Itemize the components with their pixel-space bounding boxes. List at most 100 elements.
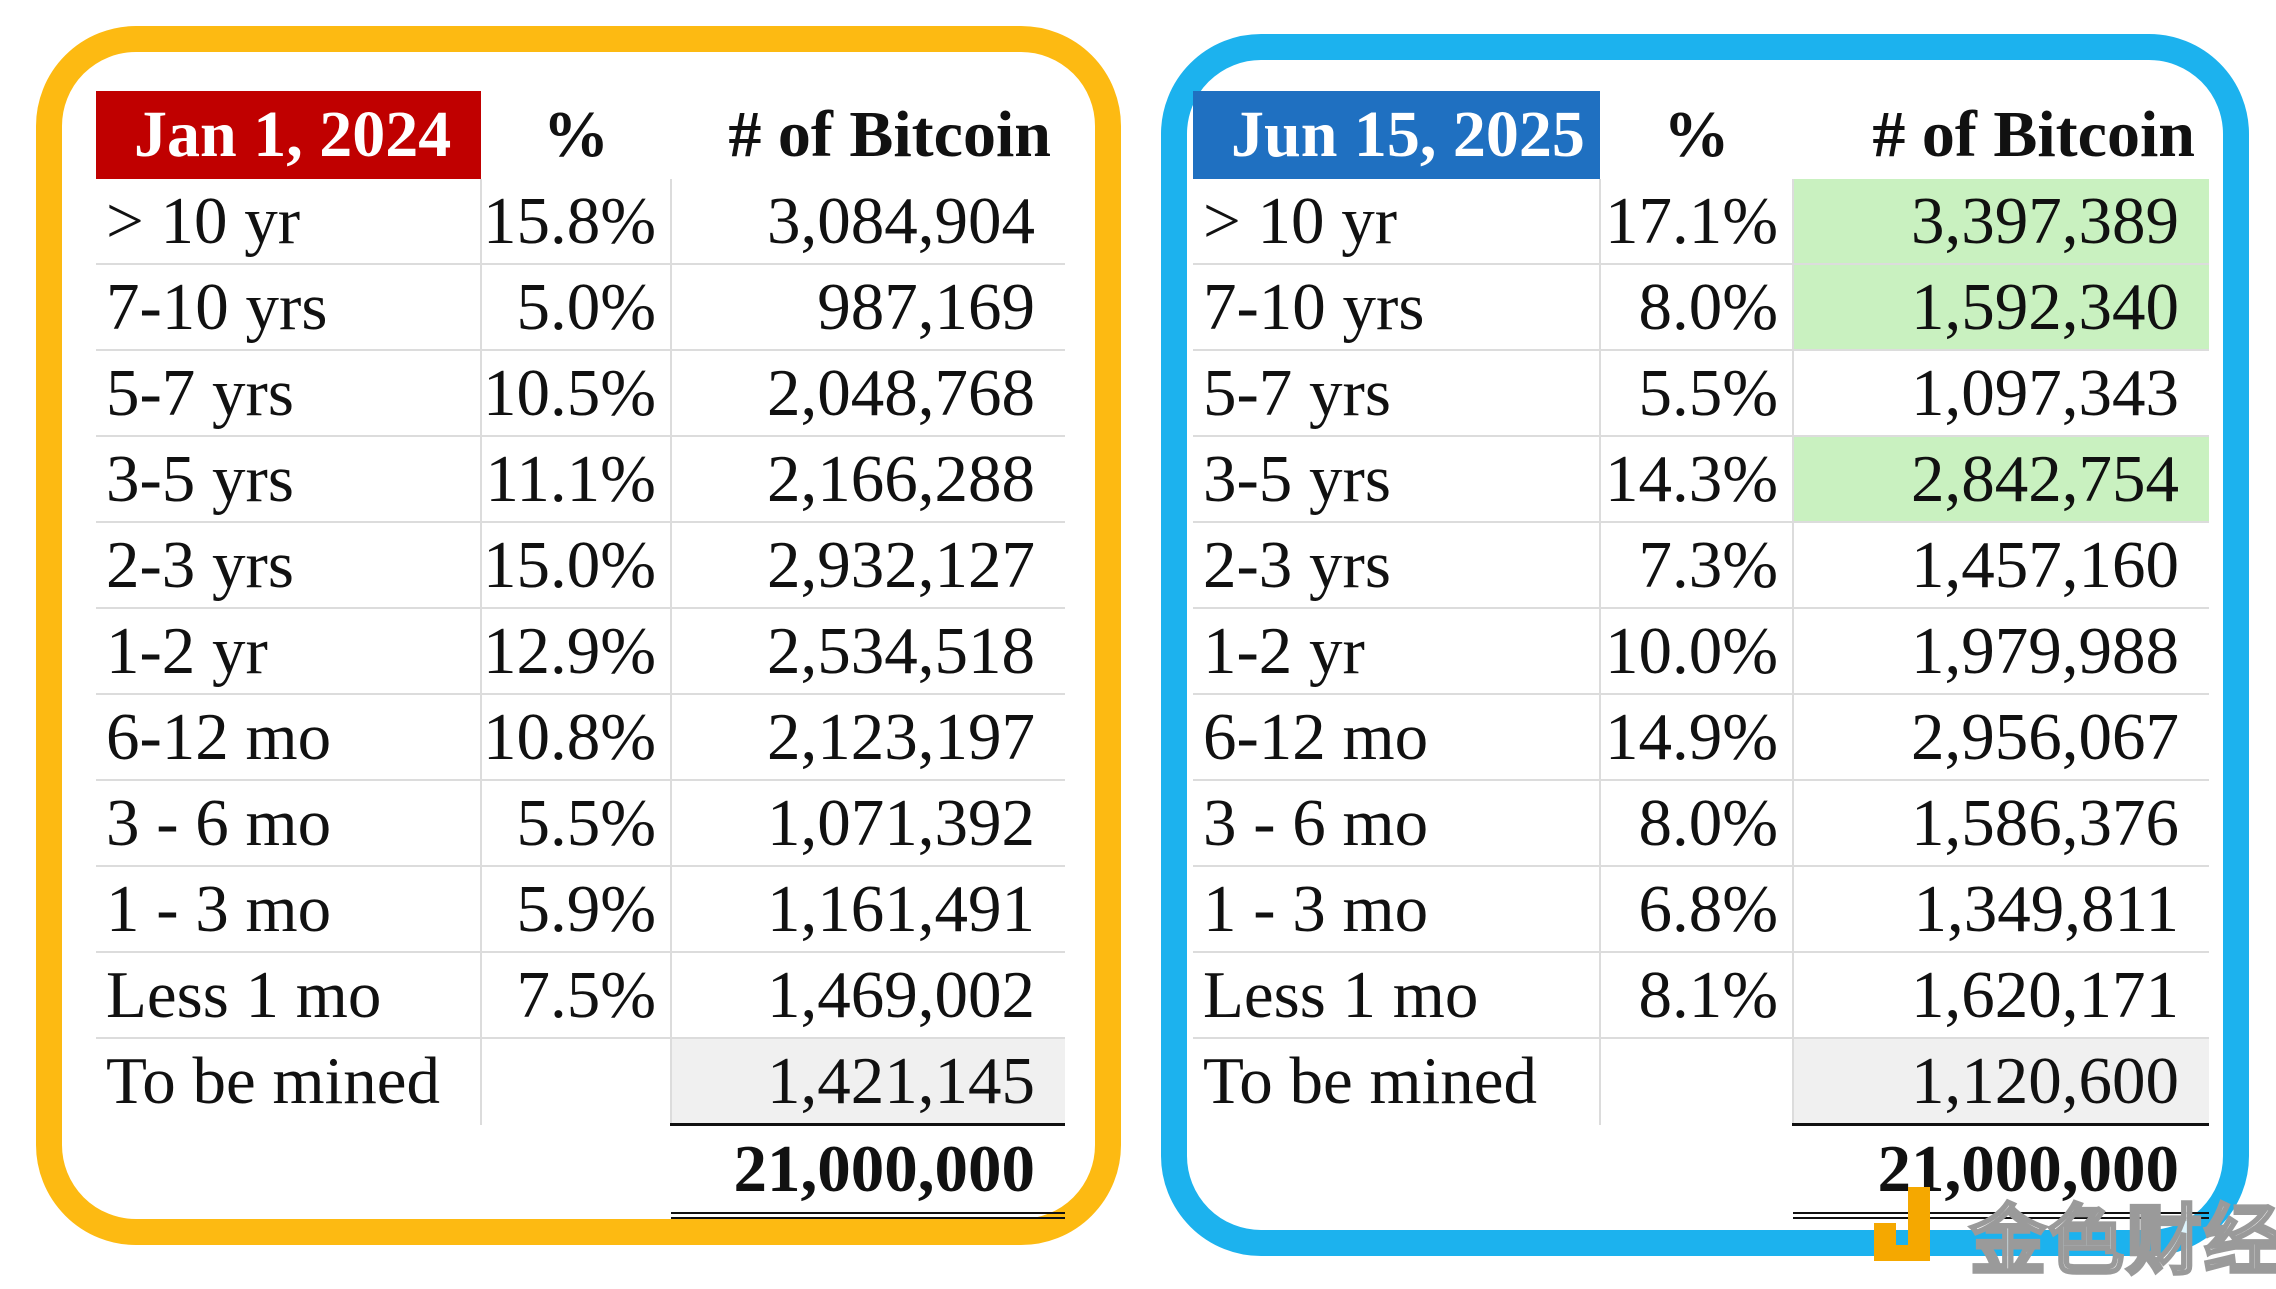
age-band-cell: 1 - 3 mo <box>96 865 482 952</box>
bitcoin-count-cell: 1,071,392 <box>671 779 1065 866</box>
age-band-cell: 3 - 6 mo <box>1193 779 1601 866</box>
percent-cell: 6.8% <box>1600 865 1794 952</box>
table-row: 3-5 yrs 14.3% 2,842,754 <box>1193 435 2209 522</box>
percent-cell: 10.0% <box>1600 607 1794 694</box>
percent-cell: 10.8% <box>481 693 672 780</box>
bitcoin-count-cell: 3,084,904 <box>767 183 1035 258</box>
date-header: Jan 1, 2024 <box>96 91 481 179</box>
bitcoin-count-cell: 1,097,343 <box>1793 349 2209 436</box>
bitcoin-count-cell: 1,349,811 <box>1793 865 2209 952</box>
percent-header: % <box>1663 98 1730 171</box>
total-bitcoin-value: 21,000,000 <box>671 1123 1065 1219</box>
total-row: 21,000,000 <box>96 1123 1065 1219</box>
percent-cell: 11.1% <box>481 435 672 522</box>
percent-cell: 12.9% <box>481 607 672 694</box>
bitcoin-header: # of Bitcoin <box>728 98 1051 171</box>
table-row: Less 1 mo 8.1% 1,620,171 <box>1193 951 2209 1038</box>
table-row: > 10 yr 15.8% 3,084,904 <box>96 179 1065 264</box>
date-header: Jun 15, 2025 <box>1193 91 1600 179</box>
bitcoin-count-cell: 2,956,067 <box>1793 693 2209 780</box>
table-row: 2-3 yrs 15.0% 2,932,127 <box>96 521 1065 608</box>
table-row: 3-5 yrs 11.1% 2,166,288 <box>96 435 1065 522</box>
percent-cell: 15.8% <box>481 179 672 264</box>
percent-cell: 8.0% <box>1600 779 1794 866</box>
bitcoin-count-cell: 1,586,376 <box>1793 779 2209 866</box>
table-row: > 10 yr 17.1% 3,397,389 <box>1193 179 2209 264</box>
to-be-mined-value: 1,421,145 <box>671 1037 1065 1125</box>
bitcoin-header: # of Bitcoin <box>1872 98 2195 171</box>
table-row: 3 - 6 mo 8.0% 1,586,376 <box>1193 779 2209 866</box>
table-row: 1-2 yr 12.9% 2,534,518 <box>96 607 1065 694</box>
percent-cell: 8.0% <box>1600 263 1794 350</box>
age-band-cell: 3-5 yrs <box>96 435 482 522</box>
header-row: Jan 1, 2024 % # of Bitcoin <box>96 91 1065 179</box>
to-be-mined-row: To be mined 1,421,145 <box>96 1037 1065 1125</box>
age-band-cell: 6-12 mo <box>96 693 482 780</box>
age-band-cell: > 10 yr <box>96 179 482 264</box>
percent-cell: 7.5% <box>481 951 672 1038</box>
age-band-cell: 5-7 yrs <box>1193 349 1601 436</box>
jinse-logo-icon <box>1874 1187 1930 1261</box>
watermark-text: 金色财经 <box>1969 1195 2276 1287</box>
bitcoin-count-cell: 2,842,754 <box>1793 435 2209 522</box>
bitcoin-count-cell: 1,979,988 <box>1793 607 2209 694</box>
percent-header: % <box>543 98 609 171</box>
percent-cell: 10.5% <box>481 349 672 436</box>
table-jan-2024: Jan 1, 2024 % # of Bitcoin > 10 yr 15.8% 3… <box>96 91 1065 1219</box>
empty-cell <box>96 1125 481 1216</box>
to-be-mined-row: To be mined 1,120,600 <box>1193 1037 2209 1125</box>
table-row: 6-12 mo 10.8% 2,123,197 <box>96 693 1065 780</box>
age-band-cell: 1-2 yr <box>1193 607 1601 694</box>
percent-cell: 8.1% <box>1600 951 1794 1038</box>
empty-cell <box>1600 1125 1793 1216</box>
table-jun-2025: Jun 15, 2025 % # of Bitcoin > 10 yr 17.1%… <box>1193 91 2209 1219</box>
watermark: 金色财经 <box>1870 1175 2276 1287</box>
table-row: 3 - 6 mo 5.5% 1,071,392 <box>96 779 1065 866</box>
age-band-cell: 2-3 yrs <box>96 521 482 608</box>
bitcoin-count-cell: 987,169 <box>671 263 1065 350</box>
to-be-mined-label: To be mined <box>1193 1037 1601 1125</box>
to-be-mined-value: 1,120,600 <box>1793 1037 2209 1125</box>
table-row: 5-7 yrs 5.5% 1,097,343 <box>1193 349 2209 436</box>
panel-jun-2025 <box>1161 34 2249 1256</box>
percent-cell: 14.3% <box>1600 435 1794 522</box>
table-row: 2-3 yrs 7.3% 1,457,160 <box>1193 521 2209 608</box>
table-row: 5-7 yrs 10.5% 2,048,768 <box>96 349 1065 436</box>
age-band-cell: 1-2 yr <box>96 607 482 694</box>
percent-cell: 7.3% <box>1600 521 1794 608</box>
age-band-cell: 6-12 mo <box>1193 693 1601 780</box>
percent-cell: 15.0% <box>481 521 672 608</box>
empty-cell <box>1193 1125 1600 1216</box>
total-bitcoin-value: 21,000,000 <box>1793 1123 2209 1219</box>
bitcoin-count-cell: 3,397,389 <box>1793 179 2209 264</box>
empty-cell <box>481 1125 671 1216</box>
bitcoin-count-cell: 1,457,160 <box>1793 521 2209 608</box>
bitcoin-count-cell: 1,592,340 <box>1793 263 2209 350</box>
age-band-cell: Less 1 mo <box>96 951 482 1038</box>
age-band-cell: 7-10 yrs <box>96 263 482 350</box>
percent-cell: 5.0% <box>481 263 672 350</box>
percent-cell: 14.9% <box>1600 693 1794 780</box>
percent-cell: 5.5% <box>1600 349 1794 436</box>
bitcoin-count-cell: 2,123,197 <box>671 693 1065 780</box>
age-band-cell: 7-10 yrs <box>1193 263 1601 350</box>
age-band-cell: Less 1 mo <box>1193 951 1601 1038</box>
table-row: 1-2 yr 10.0% 1,979,988 <box>1193 607 2209 694</box>
age-band-cell: 3-5 yrs <box>1193 435 1601 522</box>
table-row: 6-12 mo 14.9% 2,956,067 <box>1193 693 2209 780</box>
table-row: 1 - 3 mo 5.9% 1,161,491 <box>96 865 1065 952</box>
age-band-cell: 1 - 3 mo <box>1193 865 1601 952</box>
table-row: 7-10 yrs 8.0% 1,592,340 <box>1193 263 2209 350</box>
empty-cell <box>1600 1037 1794 1125</box>
bitcoin-count-cell: 2,534,518 <box>671 607 1065 694</box>
percent-cell: 5.9% <box>481 865 672 952</box>
to-be-mined-label: To be mined <box>96 1037 482 1125</box>
age-band-cell: 3 - 6 mo <box>96 779 482 866</box>
percent-cell: 17.1% <box>1600 179 1794 264</box>
table-row: 1 - 3 mo 6.8% 1,349,811 <box>1193 865 2209 952</box>
bitcoin-count-cell: 1,469,002 <box>671 951 1065 1038</box>
table-row: 7-10 yrs 5.0% 987,169 <box>96 263 1065 350</box>
empty-cell <box>481 1037 672 1125</box>
bitcoin-count-cell: 2,048,768 <box>671 349 1065 436</box>
table-row: Less 1 mo 7.5% 1,469,002 <box>96 951 1065 1038</box>
